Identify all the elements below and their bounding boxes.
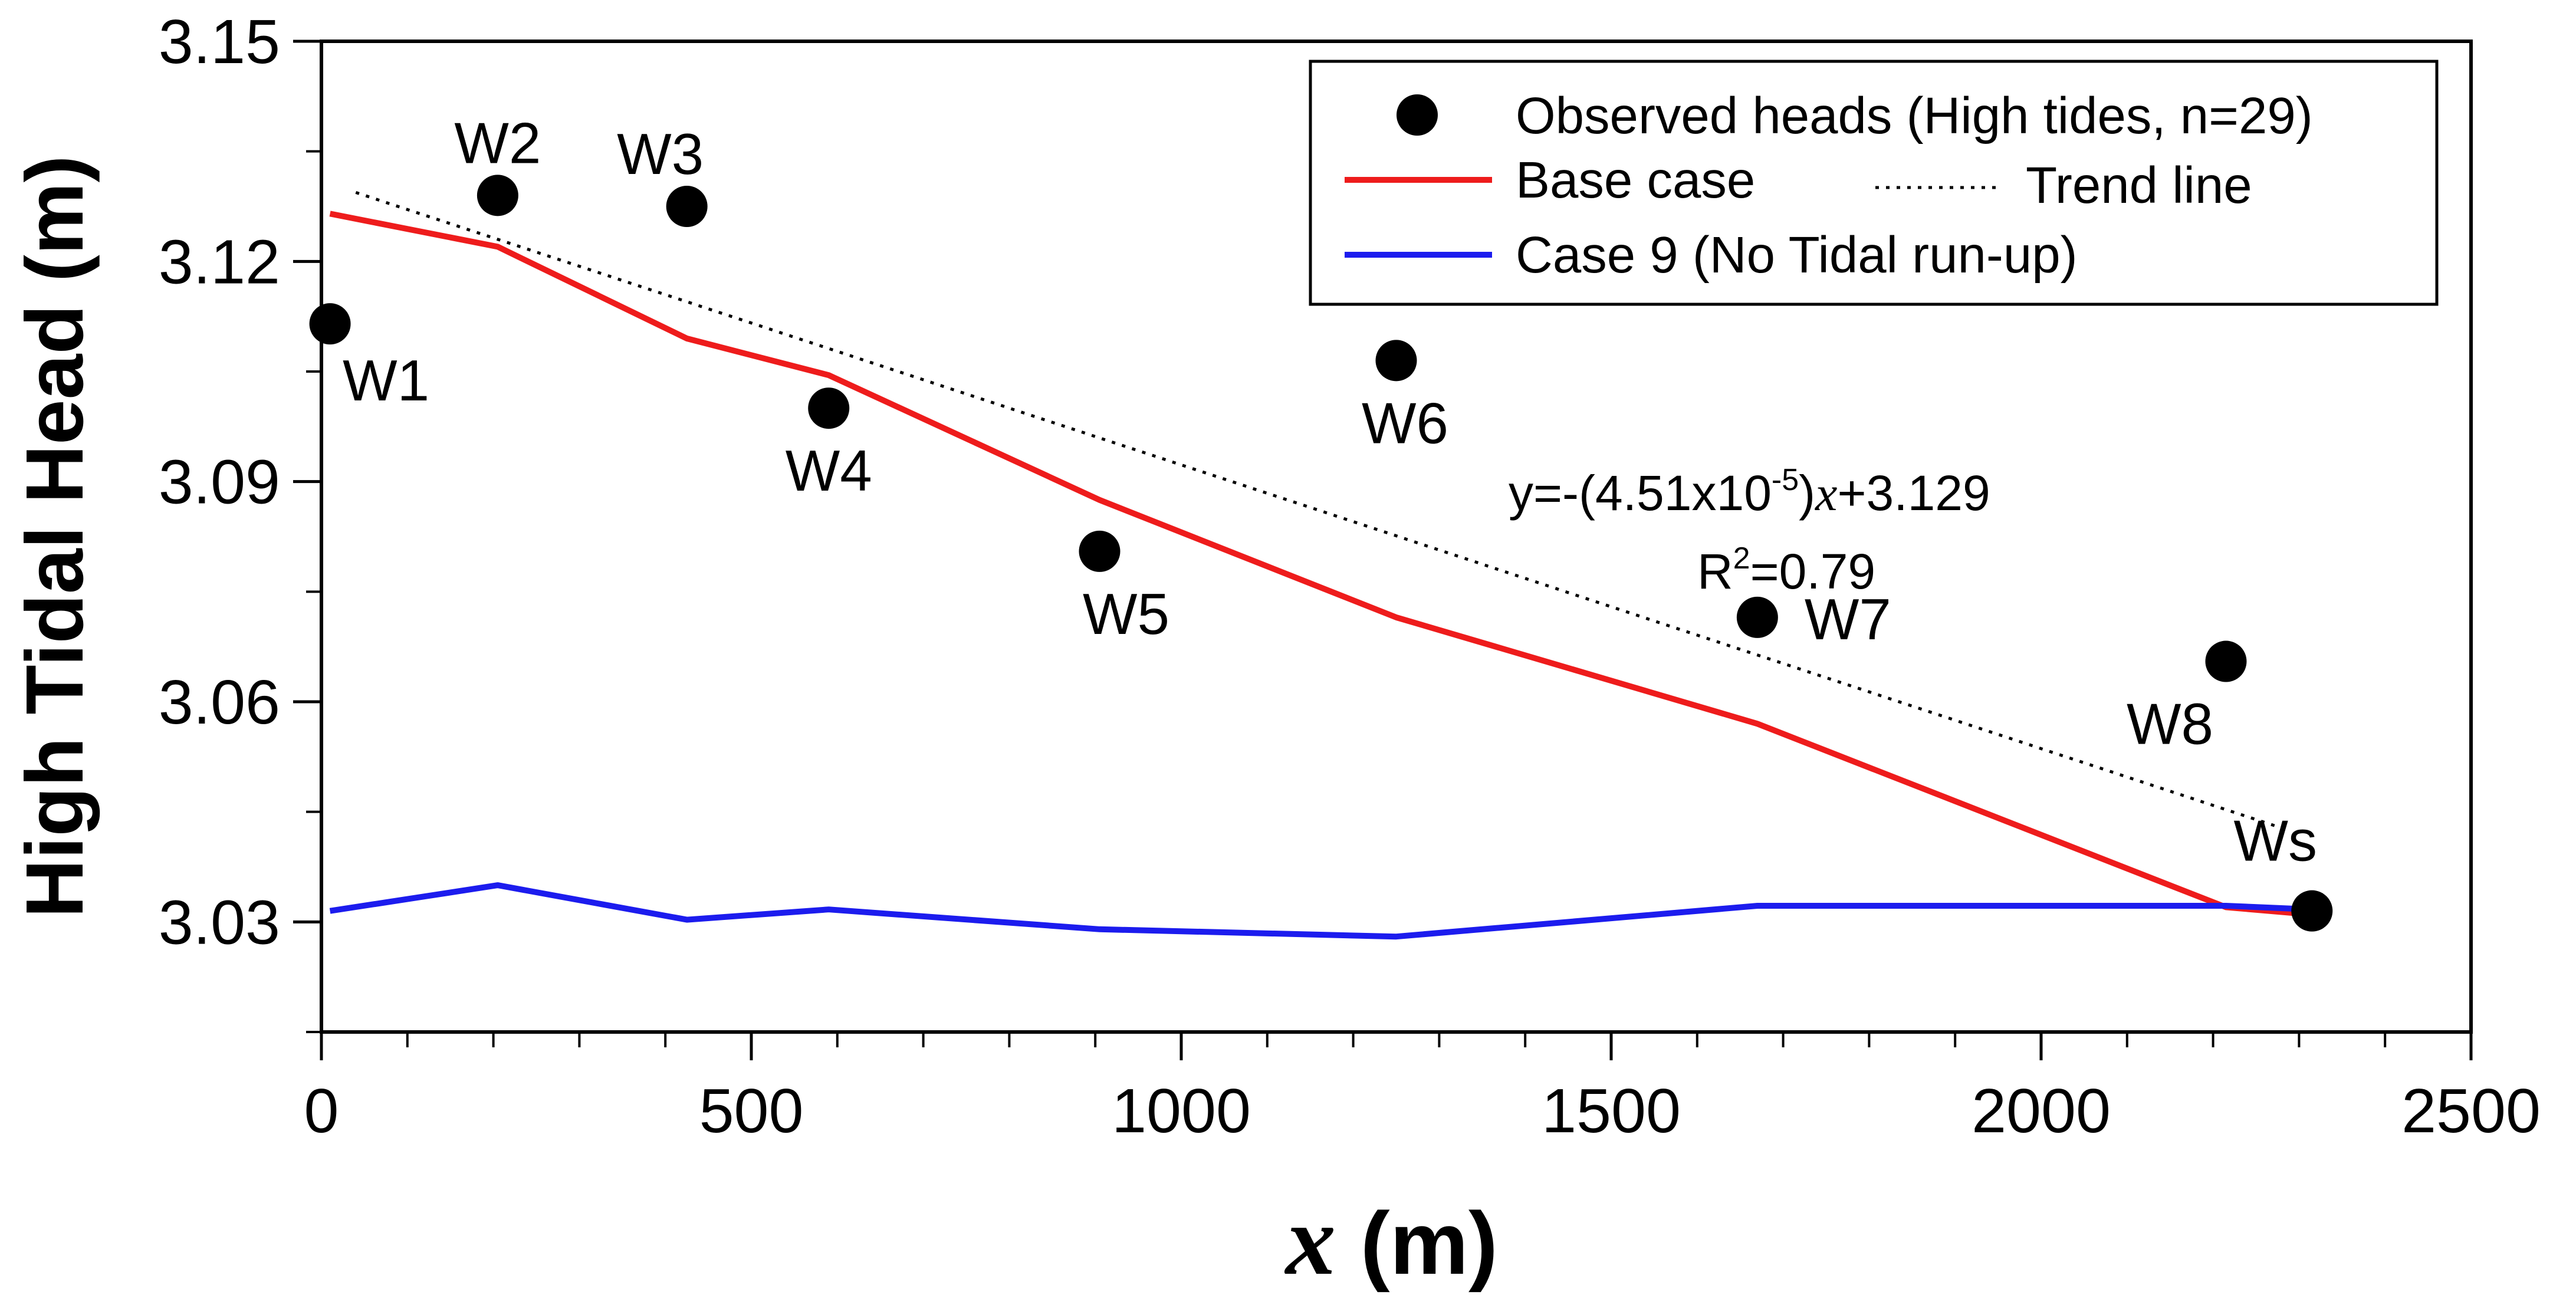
observed-point-w2	[477, 175, 518, 216]
observed-label-w1: W1	[343, 348, 429, 413]
observed-label-w2: W2	[454, 110, 541, 175]
observed-point-w1	[309, 303, 351, 345]
observed-label-w4: W4	[786, 438, 872, 503]
x-tick-label: 2000	[1972, 1076, 2111, 1146]
y-axis-title: High Tidal Head (m)	[9, 155, 100, 918]
y-tick-label: 3.06	[159, 668, 280, 737]
series-layer	[329, 191, 2312, 940]
y-tick-label: 3.15	[159, 7, 280, 77]
x-tick-label: 500	[699, 1076, 804, 1146]
x-tick-label: 1000	[1112, 1076, 1251, 1146]
observed-point-w4	[808, 387, 850, 429]
trend-r-squared-prefix: R	[1697, 544, 1733, 599]
observed-point-w8	[2205, 640, 2247, 682]
trend-r-squared: R2=0.79	[1697, 541, 1875, 599]
observed-point-ws	[2291, 890, 2333, 932]
x-tick-label: 0	[304, 1076, 339, 1146]
legend: Observed heads (High tides, n=29) Base c…	[1309, 60, 2439, 306]
case9-line	[329, 882, 2312, 940]
legend-base-label: Base case	[1516, 152, 1755, 209]
y-tick-label: 3.03	[159, 888, 280, 957]
trend-r-squared-suffix: =0.79	[1750, 544, 1876, 599]
base-case-line	[329, 211, 2312, 918]
observed-points	[309, 175, 2333, 932]
observed-point-w6	[1375, 340, 1417, 382]
observed-label-w6: W6	[1362, 390, 1448, 455]
y-tick-label: 3.09	[159, 448, 280, 517]
legend-observed-marker	[1397, 94, 1438, 136]
observed-label-w5: W5	[1083, 581, 1169, 646]
x-axis-title-var: x	[1284, 1185, 1336, 1295]
x-tick-label: 1500	[1542, 1076, 1681, 1146]
axis-ticks: 0 500 1000 1500 2000 2500 3.03 3.06 3.09 3.12 3.15	[159, 7, 2541, 1146]
legend-trend-label: Trend line	[2026, 157, 2252, 214]
observed-label-w8: W8	[2127, 692, 2213, 757]
trend-equation-suffix: +3.129	[1837, 465, 1990, 521]
x-axis-title: x (m)	[1284, 1185, 1498, 1295]
plot-frame	[320, 40, 2473, 1034]
observed-label-ws: Ws	[2234, 808, 2318, 873]
legend-observed-label: Observed heads (High tides, n=29)	[1516, 87, 2313, 144]
trend-equation-var: x	[1814, 466, 1837, 521]
trend-equation-prefix: y=-(4.51x10	[1509, 465, 1772, 521]
x-tick-label: 2500	[2401, 1076, 2541, 1146]
trend-r-squared-exponent: 2	[1733, 541, 1750, 576]
y-tick-label: 3.12	[159, 227, 280, 297]
trend-equation: y=-(4.51x10-5)x+3.129	[1509, 463, 1990, 521]
legend-case9-label: Case 9 (No Tidal run-up)	[1516, 226, 2078, 284]
observed-point-w5	[1079, 530, 1121, 572]
trend-equation-mid: )	[1799, 465, 1815, 521]
observed-label-w3: W3	[617, 121, 704, 186]
observed-point-w7	[1736, 596, 1778, 638]
x-axis-title-unit: (m)	[1336, 1194, 1498, 1293]
observed-point-w3	[666, 186, 708, 227]
observed-label-w7: W7	[1805, 587, 1891, 652]
trend-equation-exponent: -5	[1772, 463, 1799, 497]
legend-box	[1309, 60, 2439, 306]
observed-point-labels: W1 W2 W3 W4 W5 W6 W7 W8 Ws	[343, 110, 2317, 873]
